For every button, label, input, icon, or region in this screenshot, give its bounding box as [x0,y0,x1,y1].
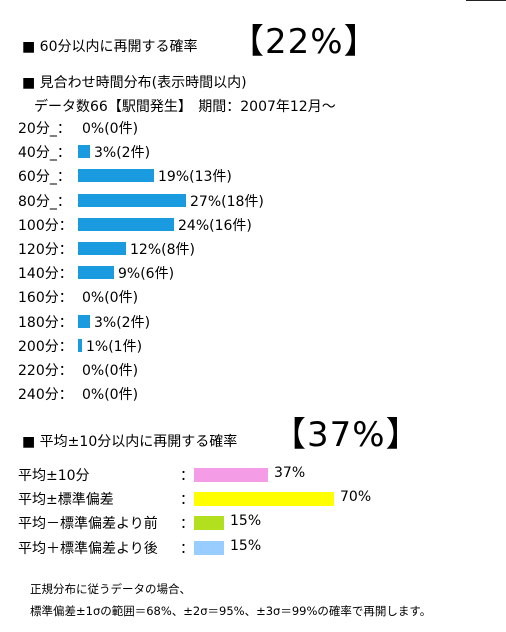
data-label: 0%(0件) [82,121,139,137]
category-label: 180分： [18,314,73,331]
section2-subtitle: データ数66【駅間発生】 期間：2007年12月～ [34,99,336,115]
note-line-1: 正規分布に従うデータの場合、 [30,582,191,596]
bar [194,492,334,507]
category-label: 20分_： [18,121,71,137]
data-label: 0%(0件) [82,290,139,307]
category-label: 平均±10分 [18,468,90,484]
category-label: 平均±標準偏差 [18,492,114,509]
bar [78,145,90,159]
data-label: 3%(2件) [94,145,151,162]
data-label: 12%(8件) [130,242,195,258]
bar [78,338,82,352]
category-label: 240分： [18,387,73,404]
section1-probability: 【22%】 [230,22,379,62]
label-separator: ： [180,492,194,509]
label-separator: ： [180,516,194,533]
data-label: 9%(6件) [118,266,175,283]
section3-probability: 【37%】 [272,415,421,455]
category-label: 200分： [18,338,73,355]
data-label: 0%(0件) [82,387,139,404]
bar [78,314,90,328]
category-label: 100分： [18,217,73,234]
bar [78,193,186,207]
section1-title: ■ 60分以内に再開する確率 [22,39,198,55]
category-label: 80分_： [18,193,71,210]
data-label: 1%(1件) [86,338,143,355]
data-label: 15% [230,537,262,554]
data-label: 27%(18件) [190,193,264,210]
note-line-2: 標準偏差±1σの範囲＝68%、±2σ＝95%、±3σ＝99%の確率で再開します。 [30,604,432,618]
bar [78,242,126,255]
category-label: 60分_： [18,169,71,186]
category-label: 平均＋標準偏差より後 [18,540,158,557]
data-label: 15% [230,513,262,530]
data-label: 37% [274,465,306,481]
data-label: 70% [340,489,372,506]
top-edge-line [466,0,506,3]
bar [78,217,174,231]
category-label: 120分： [18,242,73,258]
bar [194,540,224,555]
data-label: 24%(16件) [178,217,252,234]
bar [78,169,154,183]
category-label: 220分： [18,363,73,379]
section2-title: ■ 見合わせ時間分布(表示時間以内) [22,75,247,91]
section3-title: ■ 平均±10分以内に再開する確率 [22,434,238,450]
category-label: 160分： [18,290,73,307]
bar [194,468,268,482]
category-label: 140分： [18,266,73,283]
bar [78,266,114,280]
label-separator: ： [180,468,194,484]
data-label: 19%(13件) [158,169,232,186]
data-label: 3%(2件) [94,314,151,331]
label-separator: ： [180,540,194,557]
data-label: 0%(0件) [82,363,139,379]
category-label: 平均－標準偏差より前 [18,516,158,533]
bar [194,516,224,531]
category-label: 40分_： [18,145,71,162]
